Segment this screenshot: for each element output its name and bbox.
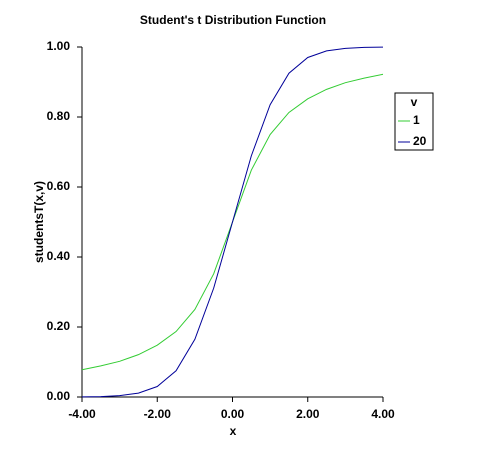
x-tick-label: 0.00 — [221, 407, 245, 421]
y-tick-label: 0.60 — [47, 179, 71, 193]
x-axis-label: x — [230, 424, 237, 438]
x-tick-label: 2.00 — [296, 407, 320, 421]
y-tick-label: 0.40 — [47, 249, 71, 263]
y-tick-label: 0.20 — [47, 319, 71, 333]
x-tick-label: -2.00 — [144, 407, 172, 421]
chart-title: Student's t Distribution Function — [140, 13, 326, 27]
y-tick-label: 1.00 — [47, 39, 71, 53]
legend-label: 20 — [413, 134, 427, 148]
legend-title: v — [411, 95, 418, 109]
y-tick-label: 0.80 — [47, 109, 71, 123]
x-tick-label: 4.00 — [371, 407, 395, 421]
line — [81, 46, 384, 398]
x-tick-label: -4.00 — [68, 407, 96, 421]
y-axis-label: studentsT(x,v) — [32, 181, 46, 263]
y-tick-label: 0.00 — [47, 389, 71, 403]
legend-label: 1 — [413, 113, 420, 127]
